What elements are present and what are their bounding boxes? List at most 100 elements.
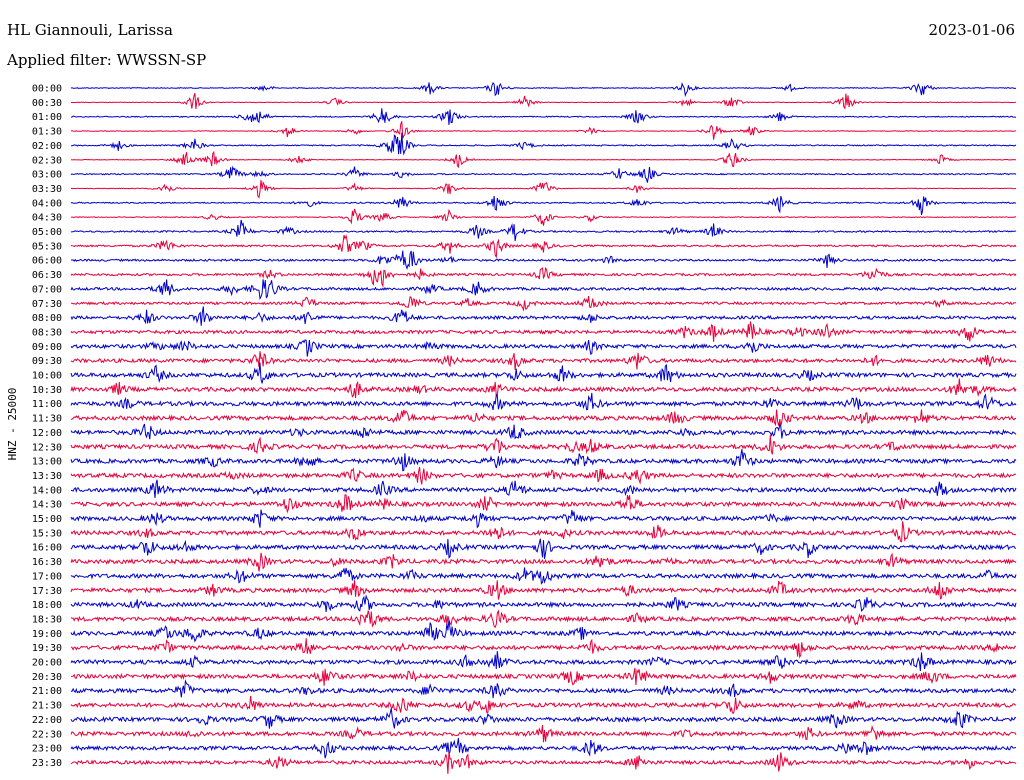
row-time-label: 06:30 <box>32 270 62 281</box>
row-time-label: 05:00 <box>32 227 62 238</box>
row-time-label: 18:00 <box>32 600 62 611</box>
row-time-label: 17:00 <box>32 571 62 582</box>
row-time-label: 09:00 <box>32 342 62 353</box>
trace-line <box>70 422 1017 440</box>
y-axis-label: HNZ - 25000 <box>6 388 19 461</box>
row-time-label: 07:30 <box>32 299 62 310</box>
trace-line <box>70 92 1017 110</box>
row-time-label: 16:00 <box>32 543 62 554</box>
row-time-label: 01:00 <box>32 112 62 123</box>
row-time-label: 04:30 <box>32 213 62 224</box>
row-time-label: 13:30 <box>32 471 62 482</box>
row-time-label: 00:00 <box>32 84 62 95</box>
trace-line <box>70 234 1017 259</box>
row-time-label: 08:00 <box>32 313 62 324</box>
row-time-label: 23:00 <box>32 744 62 755</box>
row-time-label: 01:30 <box>32 127 62 138</box>
row-time-label: 02:00 <box>32 141 62 152</box>
row-time-label: 11:00 <box>32 399 62 410</box>
trace-line <box>70 295 1017 312</box>
trace-line <box>70 165 1017 183</box>
row-time-label: 15:30 <box>32 528 62 539</box>
trace-line <box>70 378 1017 399</box>
trace-line <box>70 121 1017 140</box>
row-time-label: 10:00 <box>32 371 62 382</box>
trace-line <box>70 594 1017 613</box>
row-time-label: 12:00 <box>32 428 62 439</box>
trace-line <box>70 552 1017 572</box>
trace-line <box>70 435 1017 455</box>
trace-line <box>71 667 1017 686</box>
row-time-label: 20:00 <box>32 658 62 669</box>
trace-line <box>70 179 1017 199</box>
trace-line <box>70 195 1017 216</box>
row-time-label: 10:30 <box>32 385 62 396</box>
row-time-label: 16:30 <box>32 557 62 568</box>
trace-line <box>70 538 1017 559</box>
row-time-label: 09:30 <box>32 356 62 367</box>
trace-line <box>70 466 1017 485</box>
trace-line <box>70 521 1017 543</box>
row-time-label: 21:00 <box>32 686 62 697</box>
trace-line <box>70 250 1017 271</box>
row-time-label: 03:00 <box>32 170 62 181</box>
row-time-label: 23:30 <box>32 758 62 769</box>
trace-line <box>70 580 1017 600</box>
row-time-label: 11:30 <box>32 414 62 425</box>
row-time-label: 08:30 <box>32 327 62 338</box>
trace-line <box>70 219 1017 242</box>
trace-line <box>70 351 1017 371</box>
row-time-label: 22:00 <box>32 715 62 726</box>
row-time-label: 04:00 <box>32 198 62 209</box>
trace-line <box>70 494 1017 514</box>
row-time-label: 07:00 <box>32 284 62 295</box>
trace-line <box>70 409 1017 427</box>
row-time-label: 18:30 <box>32 614 62 625</box>
row-time-label: 02:30 <box>32 155 62 166</box>
filter-label: Applied filter: WWSSN-SP <box>7 51 207 69</box>
trace-line <box>70 266 1017 288</box>
trace-line <box>70 81 1017 98</box>
recording-date: 2023-01-06 <box>928 21 1015 39</box>
trace-line <box>70 737 1017 759</box>
row-time-label: 20:30 <box>32 672 62 683</box>
row-time-label: 06:00 <box>32 256 62 267</box>
trace-line <box>70 678 1017 699</box>
trace-line <box>71 108 1017 125</box>
trace-line <box>70 339 1017 357</box>
trace-line <box>70 609 1017 629</box>
seismogram-traces: 00:00 00:30 01:00 01:30 02:00 02:30 03:00 03:30… <box>32 81 1017 774</box>
station-title: HL Giannouli, Larissa <box>7 21 173 39</box>
row-time-label: 14:30 <box>32 500 62 511</box>
row-time-label: 19:30 <box>32 643 62 654</box>
trace-line <box>70 724 1017 743</box>
trace-line <box>70 279 1017 301</box>
trace-line <box>70 449 1017 472</box>
row-time-label: 00:30 <box>32 98 62 109</box>
trace-line <box>71 150 1017 169</box>
row-time-label: 05:30 <box>32 241 62 252</box>
row-time-label: 14:00 <box>32 485 62 496</box>
trace-line <box>70 651 1017 672</box>
row-time-label: 12:30 <box>32 442 62 453</box>
row-time-label: 22:30 <box>32 729 62 740</box>
trace-line <box>70 619 1017 643</box>
row-time-label: 15:00 <box>32 514 62 525</box>
row-time-label: 21:30 <box>32 701 62 712</box>
trace-line <box>70 392 1017 411</box>
trace-line <box>70 708 1017 729</box>
row-time-label: 17:30 <box>32 586 62 597</box>
trace-line <box>70 567 1017 585</box>
row-time-label: 13:00 <box>32 457 62 468</box>
trace-line <box>70 306 1017 326</box>
trace-line <box>70 751 1017 774</box>
trace-line <box>70 638 1016 659</box>
trace-line <box>70 208 1017 226</box>
trace-line <box>70 132 1017 156</box>
row-time-label: 19:00 <box>32 629 62 640</box>
row-time-label: 03:30 <box>32 184 62 195</box>
trace-line <box>70 362 1017 384</box>
trace-line <box>70 321 1017 342</box>
trace-line <box>70 695 1017 714</box>
